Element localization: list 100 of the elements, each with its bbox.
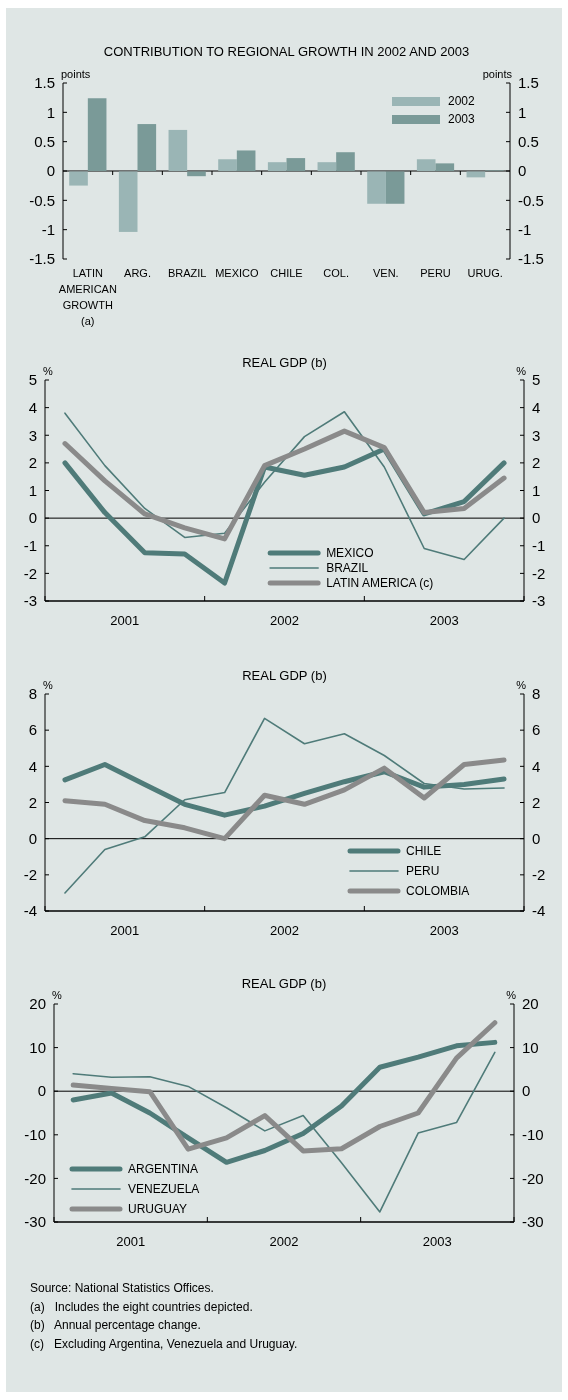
y-axis-title: points <box>61 68 91 80</box>
y2-tick-label: 0 <box>518 162 527 180</box>
y-tick-label: 2 <box>28 454 37 472</box>
y-tick-label: -2 <box>23 564 37 582</box>
y-tick-label: -0.5 <box>29 191 55 209</box>
y-tick-label: 6 <box>28 721 37 739</box>
y2-tick-label: 8 <box>532 685 541 703</box>
y2-tick-label: 4 <box>532 398 541 416</box>
legend-label: BRAZIL <box>326 561 369 576</box>
y-tick-label: -1.5 <box>29 250 55 268</box>
legend-label: 2003 <box>448 112 476 127</box>
legend-label: 2002 <box>448 94 476 109</box>
legend-label: VENEZUELA <box>128 1182 200 1197</box>
y-tick-label: -10 <box>24 1126 46 1144</box>
source-note: Source: National Statistics Offices. <box>30 1281 214 1295</box>
y2-tick-label: -20 <box>522 1169 544 1187</box>
chart-title: CONTRIBUTION TO REGIONAL GROWTH IN 2002 AND 2003 <box>103 44 470 59</box>
y2-tick-label: 20 <box>522 995 539 1013</box>
y2-tick-label: -2 <box>532 564 546 582</box>
x-tick-label: COL. <box>323 267 350 279</box>
y-tick-label: 0.5 <box>34 132 55 150</box>
y-axis-title: % <box>43 365 53 377</box>
x-tick-label: ARG. <box>124 267 151 279</box>
legend-label: LATIN AMERICA (c) <box>326 576 434 591</box>
y-tick-label: -4 <box>23 902 37 920</box>
y-tick-label: 1.5 <box>34 74 55 92</box>
y-tick-label: -1 <box>41 220 55 238</box>
y-tick-label: 1 <box>46 103 55 121</box>
text: (c) Excluding Argentina, Venezuela and Uruguay. <box>30 1336 298 1351</box>
text: (a) Includes the eight countries depicted. <box>30 1299 253 1314</box>
x-tick-label: 2002 <box>270 923 299 938</box>
y2-tick-label: 6 <box>532 721 541 739</box>
y-tick-label: -3 <box>23 592 37 610</box>
y-tick-label: -30 <box>24 1213 46 1231</box>
y-tick-label: 1 <box>28 481 37 499</box>
x-tick-label: 2003 <box>422 1234 452 1249</box>
y-tick-label: -20 <box>24 1169 46 1187</box>
y-axis-title: % <box>52 989 62 1001</box>
y-tick-label: 0 <box>37 1082 46 1100</box>
y-tick-label: 8 <box>28 685 37 703</box>
y-tick-label: -2 <box>23 866 37 884</box>
y2-tick-label: 2 <box>532 793 541 811</box>
legend-label: ARGENTINA <box>128 1162 199 1177</box>
y2-tick-label: -1 <box>532 537 546 554</box>
y2-tick-label: -3 <box>532 592 546 610</box>
y2-tick-label: -0.5 <box>518 191 544 209</box>
y-tick-label: 4 <box>28 757 37 775</box>
x-tick-label: LATIN AMERICAN GROWTH (a) <box>58 267 117 327</box>
y-tick-label: 2 <box>28 793 37 811</box>
y-tick-label: 5 <box>28 371 37 389</box>
text: (b) Annual percentage change. <box>30 1318 201 1332</box>
legend-label: MEXICO <box>326 546 374 561</box>
x-tick-label: 2001 <box>116 1234 146 1249</box>
x-tick-label: 2002 <box>269 1234 299 1249</box>
y2-tick-label: 1 <box>532 481 541 499</box>
y-tick-label: -1 <box>23 537 37 554</box>
y2-tick-label: 4 <box>532 757 541 775</box>
x-tick-label: MEXICO <box>215 267 259 279</box>
legend-label: PERU <box>406 864 440 879</box>
x-tick-label: URUG. <box>467 267 503 279</box>
y2-tick-label: 0 <box>532 509 541 527</box>
x-tick-label: VEN. <box>372 267 399 279</box>
y2-tick-label: 1.5 <box>518 74 539 92</box>
y2-tick-label: 10 <box>522 1038 539 1056</box>
chart-title: REAL GDP (b) <box>242 668 327 683</box>
x-tick-label: 2003 <box>429 613 459 628</box>
chart-title: REAL GDP (b) <box>241 976 327 991</box>
y2-tick-label: 0.5 <box>518 132 539 150</box>
x-tick-label: 2003 <box>429 923 459 938</box>
y-tick-label: 0 <box>28 509 37 527</box>
y-tick-label: 20 <box>29 995 46 1013</box>
x-tick-label: 2001 <box>110 613 140 628</box>
y2-axis-title: % <box>516 679 527 691</box>
y-tick-label: 0 <box>28 829 37 847</box>
y-tick-label: 4 <box>28 398 37 416</box>
x-tick-label: 2002 <box>270 613 299 628</box>
y-tick-label: 3 <box>28 426 37 444</box>
y2-tick-label: -10 <box>522 1126 544 1144</box>
x-tick-label: CHILE <box>270 267 303 279</box>
y2-axis-title: % <box>506 989 517 1001</box>
y2-axis-title: % <box>516 365 527 377</box>
y2-tick-label: 5 <box>532 371 541 389</box>
y2-tick-label: -1 <box>518 220 532 238</box>
legend-label: CHILE <box>406 844 442 859</box>
y2-tick-label: -4 <box>532 902 546 920</box>
x-tick-label: BRAZIL <box>167 267 207 279</box>
y2-tick-label: 0 <box>532 829 541 847</box>
y2-tick-label: -2 <box>532 866 546 884</box>
y-tick-label: 0 <box>46 162 55 180</box>
y2-tick-label: 0 <box>522 1082 531 1100</box>
legend-label: COLOMBIA <box>406 884 470 899</box>
y2-tick-label: 2 <box>532 454 541 472</box>
y2-tick-label: -1.5 <box>518 250 544 268</box>
y2-tick-label: -30 <box>522 1213 544 1231</box>
y2-tick-label: 1 <box>518 103 527 121</box>
y2-axis-title: points <box>482 68 513 80</box>
y-tick-label: 10 <box>29 1038 46 1056</box>
y2-tick-label: 3 <box>532 426 541 444</box>
chart-title: REAL GDP (b) <box>242 355 327 370</box>
legend-label: URUGUAY <box>128 1202 188 1217</box>
